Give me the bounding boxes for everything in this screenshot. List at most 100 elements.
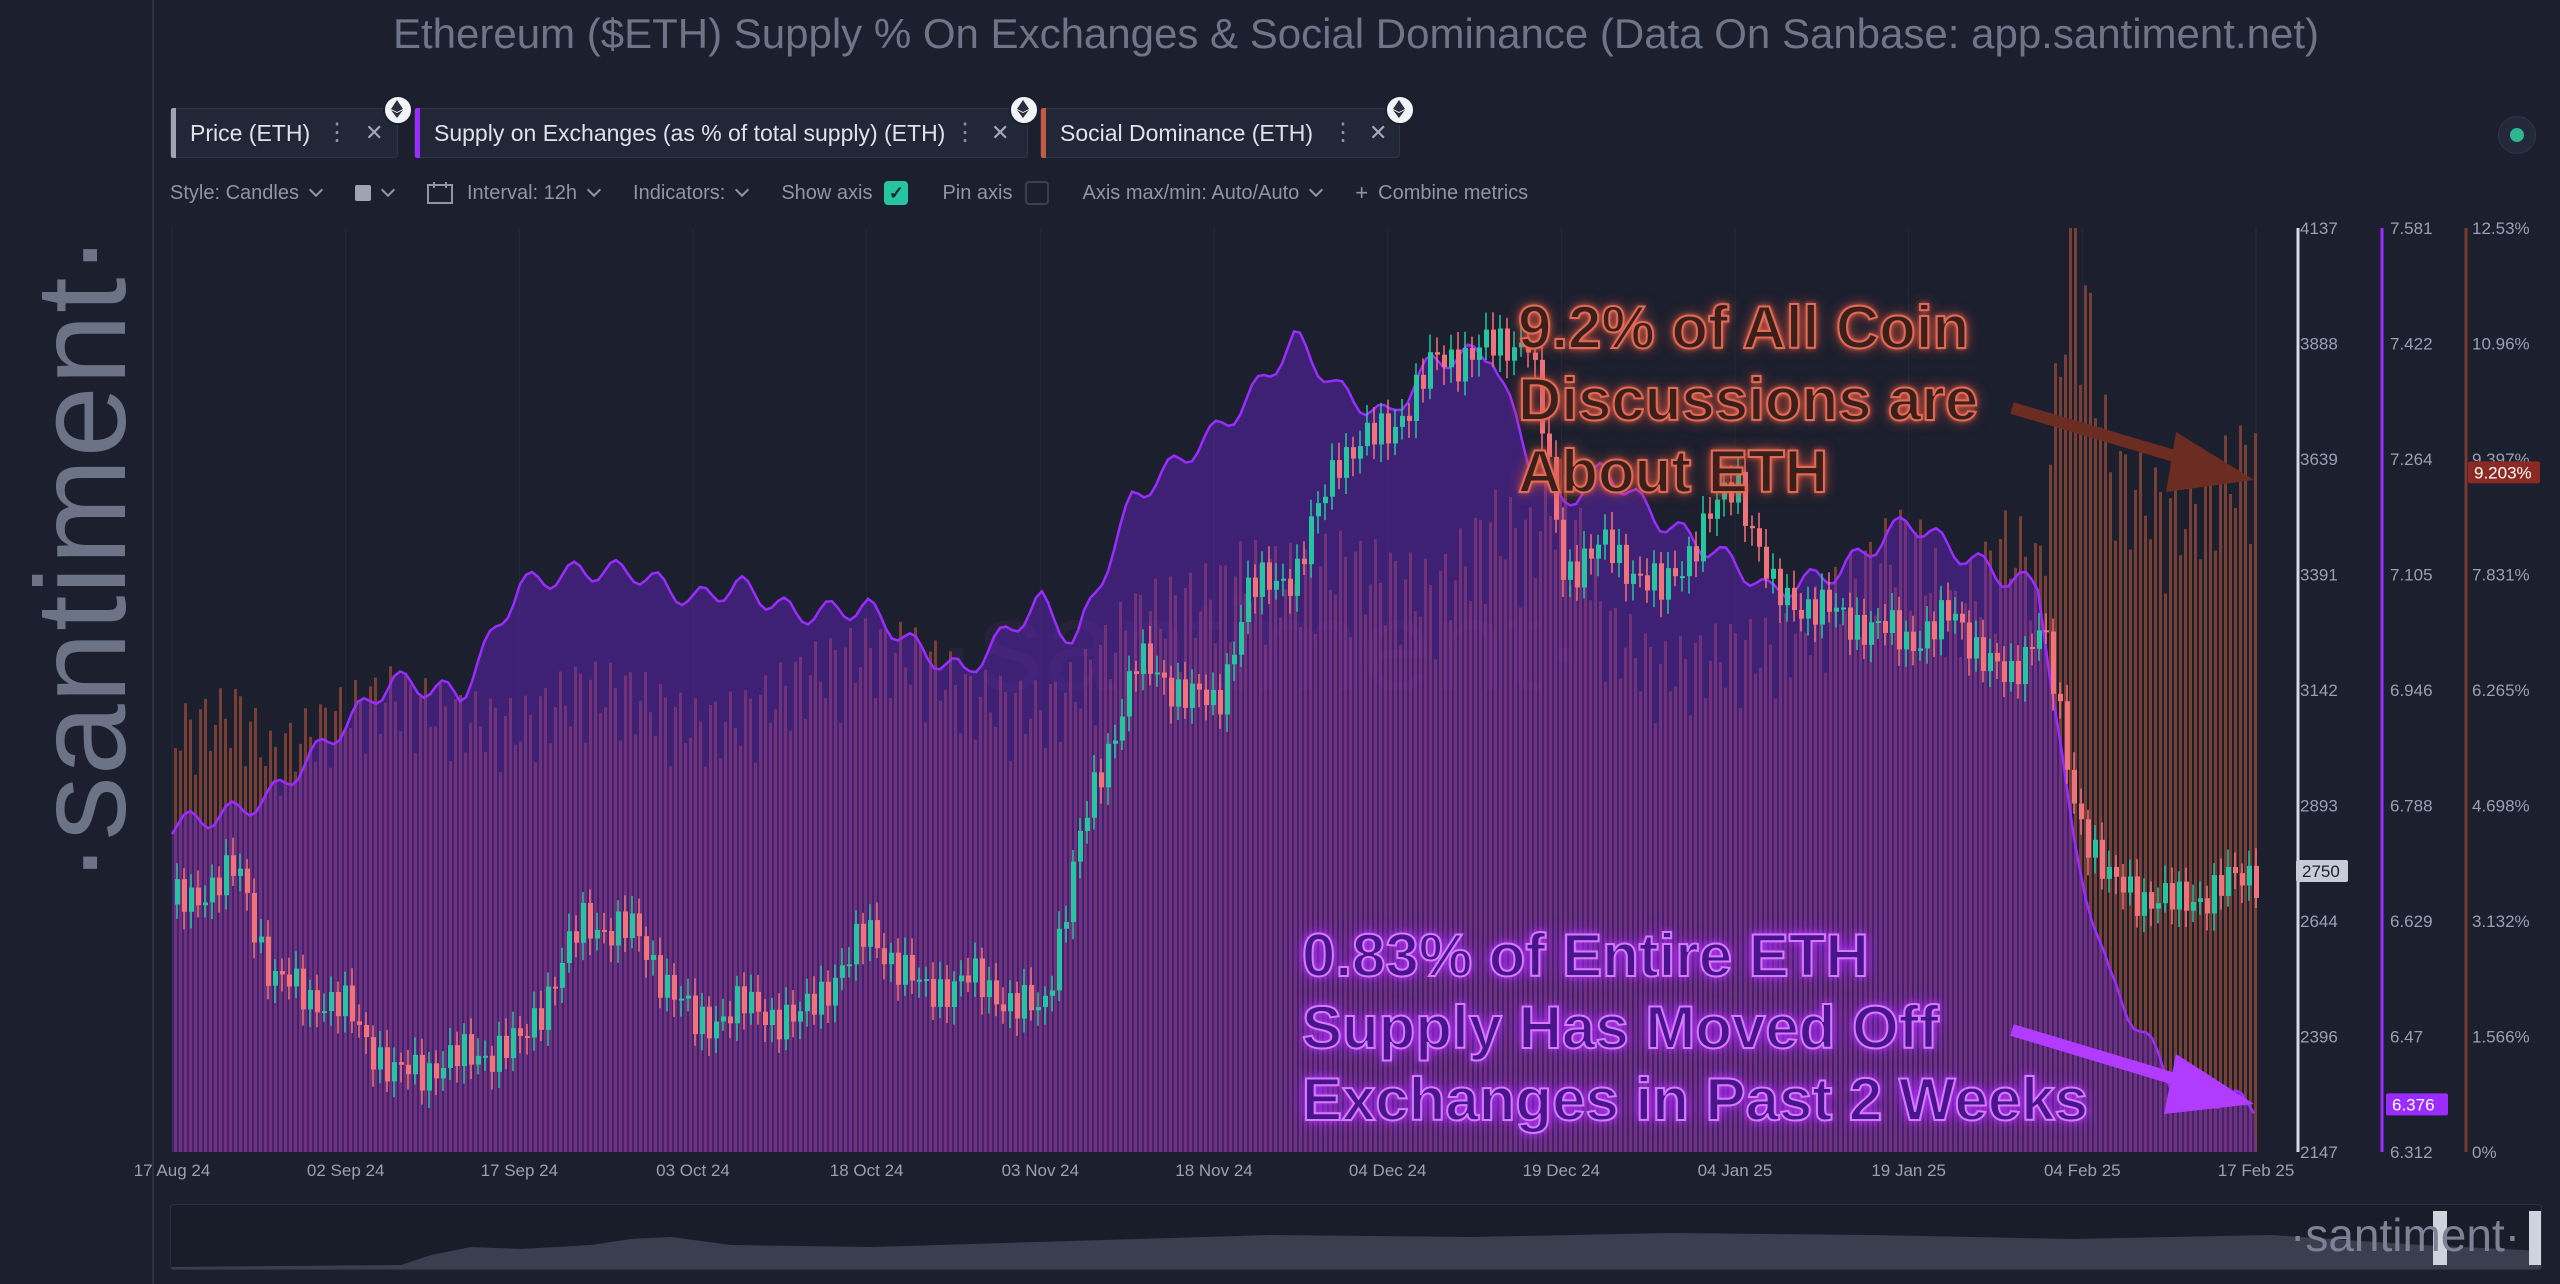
arrowhead-icon <box>2164 1054 2254 1114</box>
candle <box>742 986 747 1014</box>
candle <box>1281 578 1286 581</box>
social-dominance-bar <box>2059 376 2062 1153</box>
social-dominance-bar <box>1309 553 1312 1152</box>
social-dominance-bar <box>2039 545 2042 1152</box>
social-dominance-bar <box>634 734 637 1152</box>
more-options-icon[interactable]: ⋮ <box>325 119 349 146</box>
social-dominance-bar <box>1514 527 1517 1152</box>
candle <box>833 977 838 1006</box>
social-dominance-bar <box>1009 760 1012 1152</box>
social-dominance-bar <box>1199 611 1202 1152</box>
social-dominance-bar <box>884 628 887 1152</box>
metric-chip-price[interactable]: Price (ETH) ⋮ ✕ <box>170 95 413 158</box>
x-tick-label: 04 Feb 25 <box>2044 1161 2121 1180</box>
status-indicator-icon[interactable] <box>2498 116 2536 154</box>
checkbox-checked-icon[interactable]: ✓ <box>884 181 909 205</box>
price-axis-tick: 2396 <box>2300 1028 2338 1047</box>
social-dominance-bar <box>1519 607 1522 1152</box>
candle <box>1421 374 1426 389</box>
social-dominance-bar <box>2109 472 2112 1152</box>
social-dominance-bar <box>1619 678 1622 1152</box>
candle <box>1260 562 1265 597</box>
candle <box>1477 347 1482 360</box>
chart-canvas[interactable]: ·santiment· 4137388836393391314228932644… <box>0 0 2560 1200</box>
candle <box>1540 359 1545 434</box>
close-icon[interactable]: ✕ <box>991 120 1010 145</box>
social-dominance-bar <box>869 647 872 1152</box>
candle <box>2121 876 2126 893</box>
social-dominance-bar <box>2124 454 2127 1152</box>
time-navigator[interactable] <box>170 1204 2542 1270</box>
metric-chip-supply[interactable]: Supply on Exchanges (as % of total suppl… <box>414 95 1039 158</box>
candle <box>329 992 334 1012</box>
annotation-social-dominance: 9.2% of All Coin Discussions are About E… <box>1517 293 1979 506</box>
candle <box>1456 349 1461 382</box>
candle <box>1757 528 1762 547</box>
interval-select[interactable]: Interval: 12h <box>426 182 602 205</box>
candle <box>1148 643 1153 674</box>
candle <box>1568 561 1573 580</box>
x-tick-label: 03 Nov 24 <box>1002 1161 1080 1180</box>
social-dominance-bar <box>1449 620 1452 1152</box>
social-dominance-bar <box>2089 292 2092 1152</box>
social-dominance-bar <box>549 743 552 1152</box>
indicators-select[interactable]: Indicators: <box>633 182 750 205</box>
candle <box>1631 573 1636 584</box>
close-icon[interactable]: ✕ <box>1369 120 1388 145</box>
social-dominance-bar <box>189 719 192 1152</box>
social-dominance-bar <box>1124 630 1127 1152</box>
combine-label: Combine metrics <box>1378 181 1529 204</box>
candle <box>707 1006 712 1039</box>
social-dominance-bar <box>1899 509 1902 1152</box>
more-options-icon[interactable]: ⋮ <box>1331 119 1355 146</box>
social-dominance-bar <box>304 708 307 1152</box>
candle <box>931 979 936 1007</box>
candle <box>819 981 824 1015</box>
show-axis-toggle[interactable]: Show axis ✓ <box>781 181 909 205</box>
social-dominance-bar <box>1274 546 1277 1152</box>
social-dominance-bar <box>794 661 797 1152</box>
candle <box>1001 1004 1006 1012</box>
social-dominance-bar <box>2144 515 2147 1152</box>
social-axis-tick: 3.132% <box>2472 912 2530 931</box>
social-dominance-bar <box>1749 618 1752 1152</box>
social-dominance-bar <box>1764 617 1767 1152</box>
social-dominance-bar <box>1334 594 1337 1152</box>
social-dominance-bar <box>1329 589 1332 1152</box>
candle <box>1176 679 1181 707</box>
style-select[interactable]: Style: Candles <box>170 182 324 205</box>
social-dominance-bar <box>1454 580 1457 1152</box>
candle <box>420 1054 425 1091</box>
social-dominance-bar <box>1809 655 1812 1152</box>
social-dominance-bar <box>1504 559 1507 1152</box>
candle <box>952 981 957 1008</box>
checkbox-unchecked-icon[interactable] <box>1024 181 1049 205</box>
candle <box>1358 446 1363 459</box>
color-select[interactable] <box>354 182 396 201</box>
candle <box>1764 546 1769 579</box>
candle <box>1687 546 1692 577</box>
social-dominance-bar <box>664 697 667 1152</box>
social-dominance-bar <box>1889 564 1892 1152</box>
more-options-icon[interactable]: ⋮ <box>953 119 977 146</box>
social-dominance-bar <box>1429 585 1432 1152</box>
social-dominance-bar <box>2034 543 2037 1152</box>
social-dominance-bar <box>909 684 912 1152</box>
candle <box>1876 621 1881 624</box>
social-dominance-bar <box>429 726 432 1152</box>
social-dominance-bar <box>229 747 232 1152</box>
social-dominance-bar <box>1574 519 1577 1152</box>
candle <box>749 991 754 1014</box>
close-icon[interactable]: ✕ <box>365 120 384 145</box>
social-dominance-bar <box>814 641 817 1152</box>
social-dominance-bar <box>2019 516 2022 1152</box>
pin-axis-toggle[interactable]: Pin axis <box>942 181 1049 205</box>
combine-metrics-button[interactable]: + Combine metrics <box>1355 180 1528 206</box>
social-dominance-bar <box>1789 677 1792 1152</box>
axis-minmax-select[interactable]: Axis max/min: Auto/Auto <box>1083 182 1324 205</box>
candle <box>1743 471 1748 526</box>
candle <box>203 902 208 906</box>
metric-chip-social[interactable]: Social Dominance (ETH) ⋮ ✕ <box>1040 95 1415 158</box>
candle <box>357 1021 362 1025</box>
social-dominance-bar <box>1374 539 1377 1152</box>
